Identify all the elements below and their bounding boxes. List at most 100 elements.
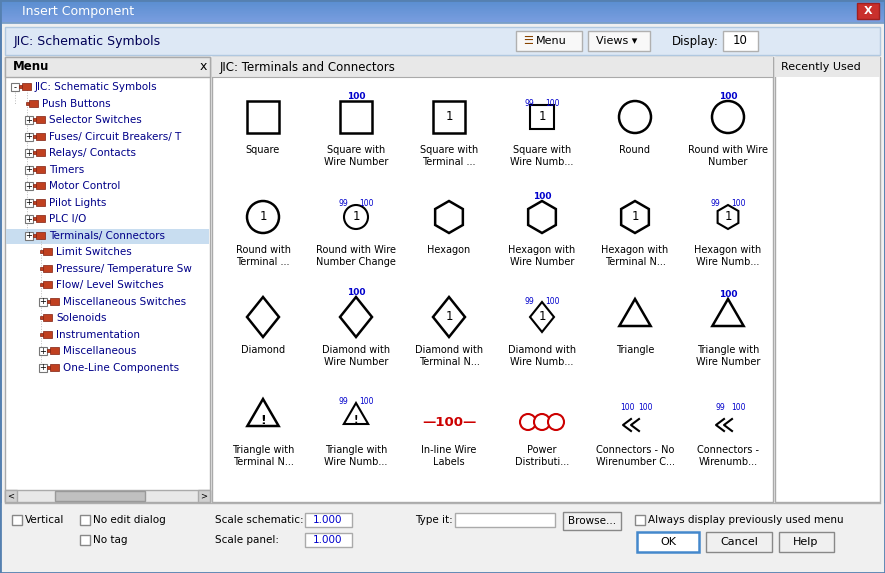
Text: Square with
Wire Numb...: Square with Wire Numb... — [511, 145, 573, 167]
Text: Timers: Timers — [49, 165, 84, 175]
Bar — [247, 101, 279, 133]
Bar — [33, 234, 36, 237]
Text: Relays/ Contacts: Relays/ Contacts — [49, 148, 136, 158]
Text: Miscellaneous Switches: Miscellaneous Switches — [63, 297, 186, 307]
Text: Square with
Wire Number: Square with Wire Number — [324, 145, 389, 167]
Text: +: + — [26, 165, 33, 174]
Bar — [723, 31, 758, 51]
Text: Triangle with
Wire Numb...: Triangle with Wire Numb... — [324, 445, 388, 466]
Text: 1.000: 1.000 — [313, 515, 342, 525]
Bar — [0, 14, 885, 15]
Text: 1: 1 — [631, 210, 639, 223]
Bar — [26, 102, 29, 105]
Bar — [47, 350, 50, 352]
Circle shape — [619, 101, 651, 133]
Text: Fuses/ Circuit Breakers/ T: Fuses/ Circuit Breakers/ T — [49, 132, 181, 142]
Text: 100: 100 — [719, 92, 737, 101]
Bar — [775, 57, 880, 77]
Bar — [33, 185, 36, 187]
Bar — [43, 314, 52, 321]
Polygon shape — [621, 201, 649, 233]
Bar — [40, 283, 43, 286]
Bar — [516, 31, 582, 51]
Bar — [0, 18, 885, 19]
Text: Recently Used: Recently Used — [781, 62, 861, 72]
Text: 100: 100 — [358, 198, 373, 207]
Text: Hexagon with
Terminal N...: Hexagon with Terminal N... — [602, 245, 669, 266]
Bar — [36, 231, 45, 239]
Bar — [33, 135, 36, 138]
Bar — [0, 503, 885, 573]
Bar — [11, 83, 19, 91]
Text: 100: 100 — [545, 99, 559, 108]
Bar — [36, 182, 45, 189]
Text: ☰: ☰ — [523, 36, 533, 46]
Text: 99: 99 — [338, 198, 348, 207]
Text: Vertical: Vertical — [25, 515, 65, 525]
Text: One-Line Components: One-Line Components — [63, 363, 179, 373]
Text: Round with Wire
Number Change: Round with Wire Number Change — [316, 245, 396, 266]
Text: Help: Help — [793, 537, 819, 547]
Bar — [5, 27, 880, 55]
Polygon shape — [247, 297, 279, 337]
Bar — [40, 250, 43, 253]
Bar — [857, 3, 879, 19]
Bar — [0, 1, 885, 2]
Bar — [637, 532, 699, 552]
Text: Round: Round — [620, 145, 650, 155]
Text: 10: 10 — [733, 34, 748, 48]
Bar — [530, 105, 554, 129]
Bar — [43, 265, 52, 272]
Text: No edit dialog: No edit dialog — [93, 515, 165, 525]
Text: OK: OK — [660, 537, 676, 547]
Text: >: > — [201, 492, 207, 500]
Bar — [0, 6, 885, 7]
Bar — [5, 490, 17, 502]
Polygon shape — [718, 205, 738, 229]
Polygon shape — [528, 201, 556, 233]
Text: JIC: Terminals and Connectors: JIC: Terminals and Connectors — [220, 61, 396, 73]
Bar — [588, 31, 650, 51]
Bar — [29, 100, 38, 107]
Text: 100: 100 — [638, 402, 652, 411]
Text: 1: 1 — [352, 210, 359, 223]
Polygon shape — [343, 403, 368, 424]
Text: Square with
Terminal ...: Square with Terminal ... — [419, 145, 478, 167]
Bar — [50, 347, 59, 354]
Bar — [0, 5, 885, 6]
Bar — [39, 347, 47, 355]
Text: +: + — [26, 149, 33, 158]
Text: 100: 100 — [719, 290, 737, 299]
Bar — [0, 0, 885, 1]
Text: Diamond with
Wire Numb...: Diamond with Wire Numb... — [508, 345, 576, 367]
Text: X: X — [864, 6, 873, 16]
Bar — [305, 533, 352, 547]
Bar — [0, 11, 885, 12]
Text: Pressure/ Temperature Sw: Pressure/ Temperature Sw — [56, 264, 192, 274]
Bar — [6, 229, 209, 244]
Text: +: + — [26, 132, 33, 142]
Text: Menu: Menu — [536, 36, 566, 46]
Text: 99: 99 — [715, 402, 725, 411]
Bar — [19, 85, 22, 88]
Text: Connectors - No
Wirenumber C...: Connectors - No Wirenumber C... — [596, 445, 674, 466]
Text: Power
Distributi...: Power Distributi... — [515, 445, 569, 466]
Polygon shape — [620, 299, 650, 326]
Text: Push Buttons: Push Buttons — [42, 99, 111, 109]
Text: JIC: Schematic Symbols: JIC: Schematic Symbols — [35, 83, 158, 92]
Text: Round with Wire
Number: Round with Wire Number — [688, 145, 768, 167]
Text: Views ▾: Views ▾ — [596, 36, 638, 46]
Text: 1: 1 — [724, 210, 732, 223]
Bar — [212, 57, 773, 502]
Bar — [39, 364, 47, 372]
Circle shape — [548, 414, 564, 430]
Circle shape — [520, 414, 536, 430]
Bar — [22, 83, 31, 91]
Text: 100: 100 — [545, 296, 559, 305]
Bar — [0, 7, 885, 8]
Polygon shape — [530, 302, 554, 332]
Text: Type it:: Type it: — [415, 515, 453, 525]
Text: Scale schematic:: Scale schematic: — [215, 515, 304, 525]
Text: Connectors -
Wirenumb...: Connectors - Wirenumb... — [697, 445, 759, 466]
Text: Diamond with
Terminal N...: Diamond with Terminal N... — [415, 345, 483, 367]
